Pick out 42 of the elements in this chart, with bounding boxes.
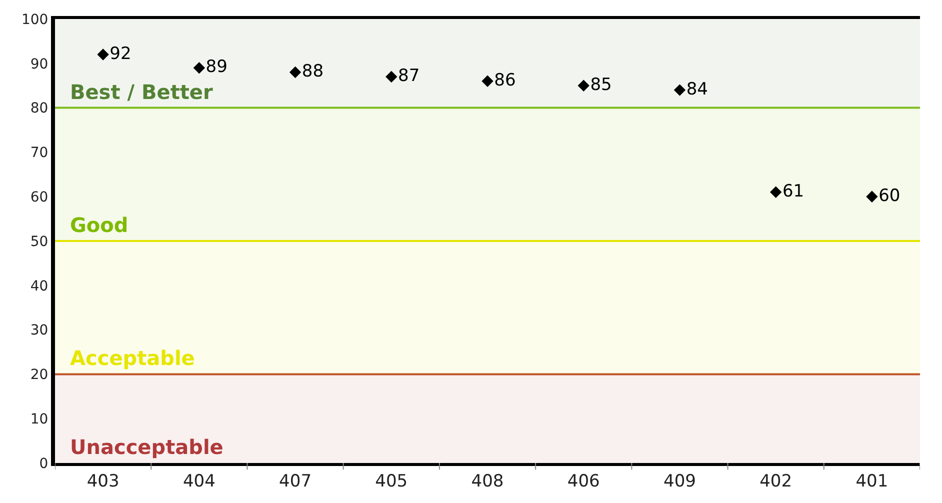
point [770,186,782,198]
point [578,80,590,92]
band-label: Good [70,213,128,237]
band-label: Unacceptable [70,435,224,459]
data-label: 86 [494,70,516,90]
data-label: 61 [782,181,804,202]
point [866,190,878,202]
point [386,70,398,83]
data-label: 87 [398,66,420,86]
band-label: Best / Better [70,80,213,104]
point [482,75,494,88]
x-tick-label: 407 [279,471,312,492]
point [193,62,206,74]
x-tick-label: 408 [471,471,504,492]
x-tick-label: 402 [760,471,792,492]
data-label: 84 [686,79,708,100]
y-tick-label: 20 [30,367,48,384]
x-tick-label: 409 [663,471,696,492]
x-tick-label: 406 [567,471,600,492]
y-tick-label: 50 [30,234,48,250]
y-tick-label: 60 [30,190,48,206]
data-label: 89 [206,57,228,78]
y-tick-label: 70 [30,145,48,162]
data-label: 85 [590,74,612,95]
band-label: Acceptable [70,346,195,370]
y-tick-label: 0 [39,456,48,472]
data-label: 60 [878,186,900,206]
point [97,48,109,60]
y-tick-label: 80 [30,100,48,117]
x-tick-label: 403 [86,471,120,492]
y-tick-label: 10 [30,412,48,428]
point [674,84,686,96]
y-tick-label: 30 [30,322,48,339]
y-tick-label: 90 [30,56,48,72]
point [289,66,302,78]
x-tick-label: 405 [375,471,408,492]
x-tick-label: 401 [856,471,888,492]
data-label: 92 [110,44,132,64]
x-tick-label: 404 [182,471,216,492]
y-tick-label: 40 [30,278,48,294]
data-label: 88 [302,62,324,82]
y-tick-label: 100 [21,12,48,28]
